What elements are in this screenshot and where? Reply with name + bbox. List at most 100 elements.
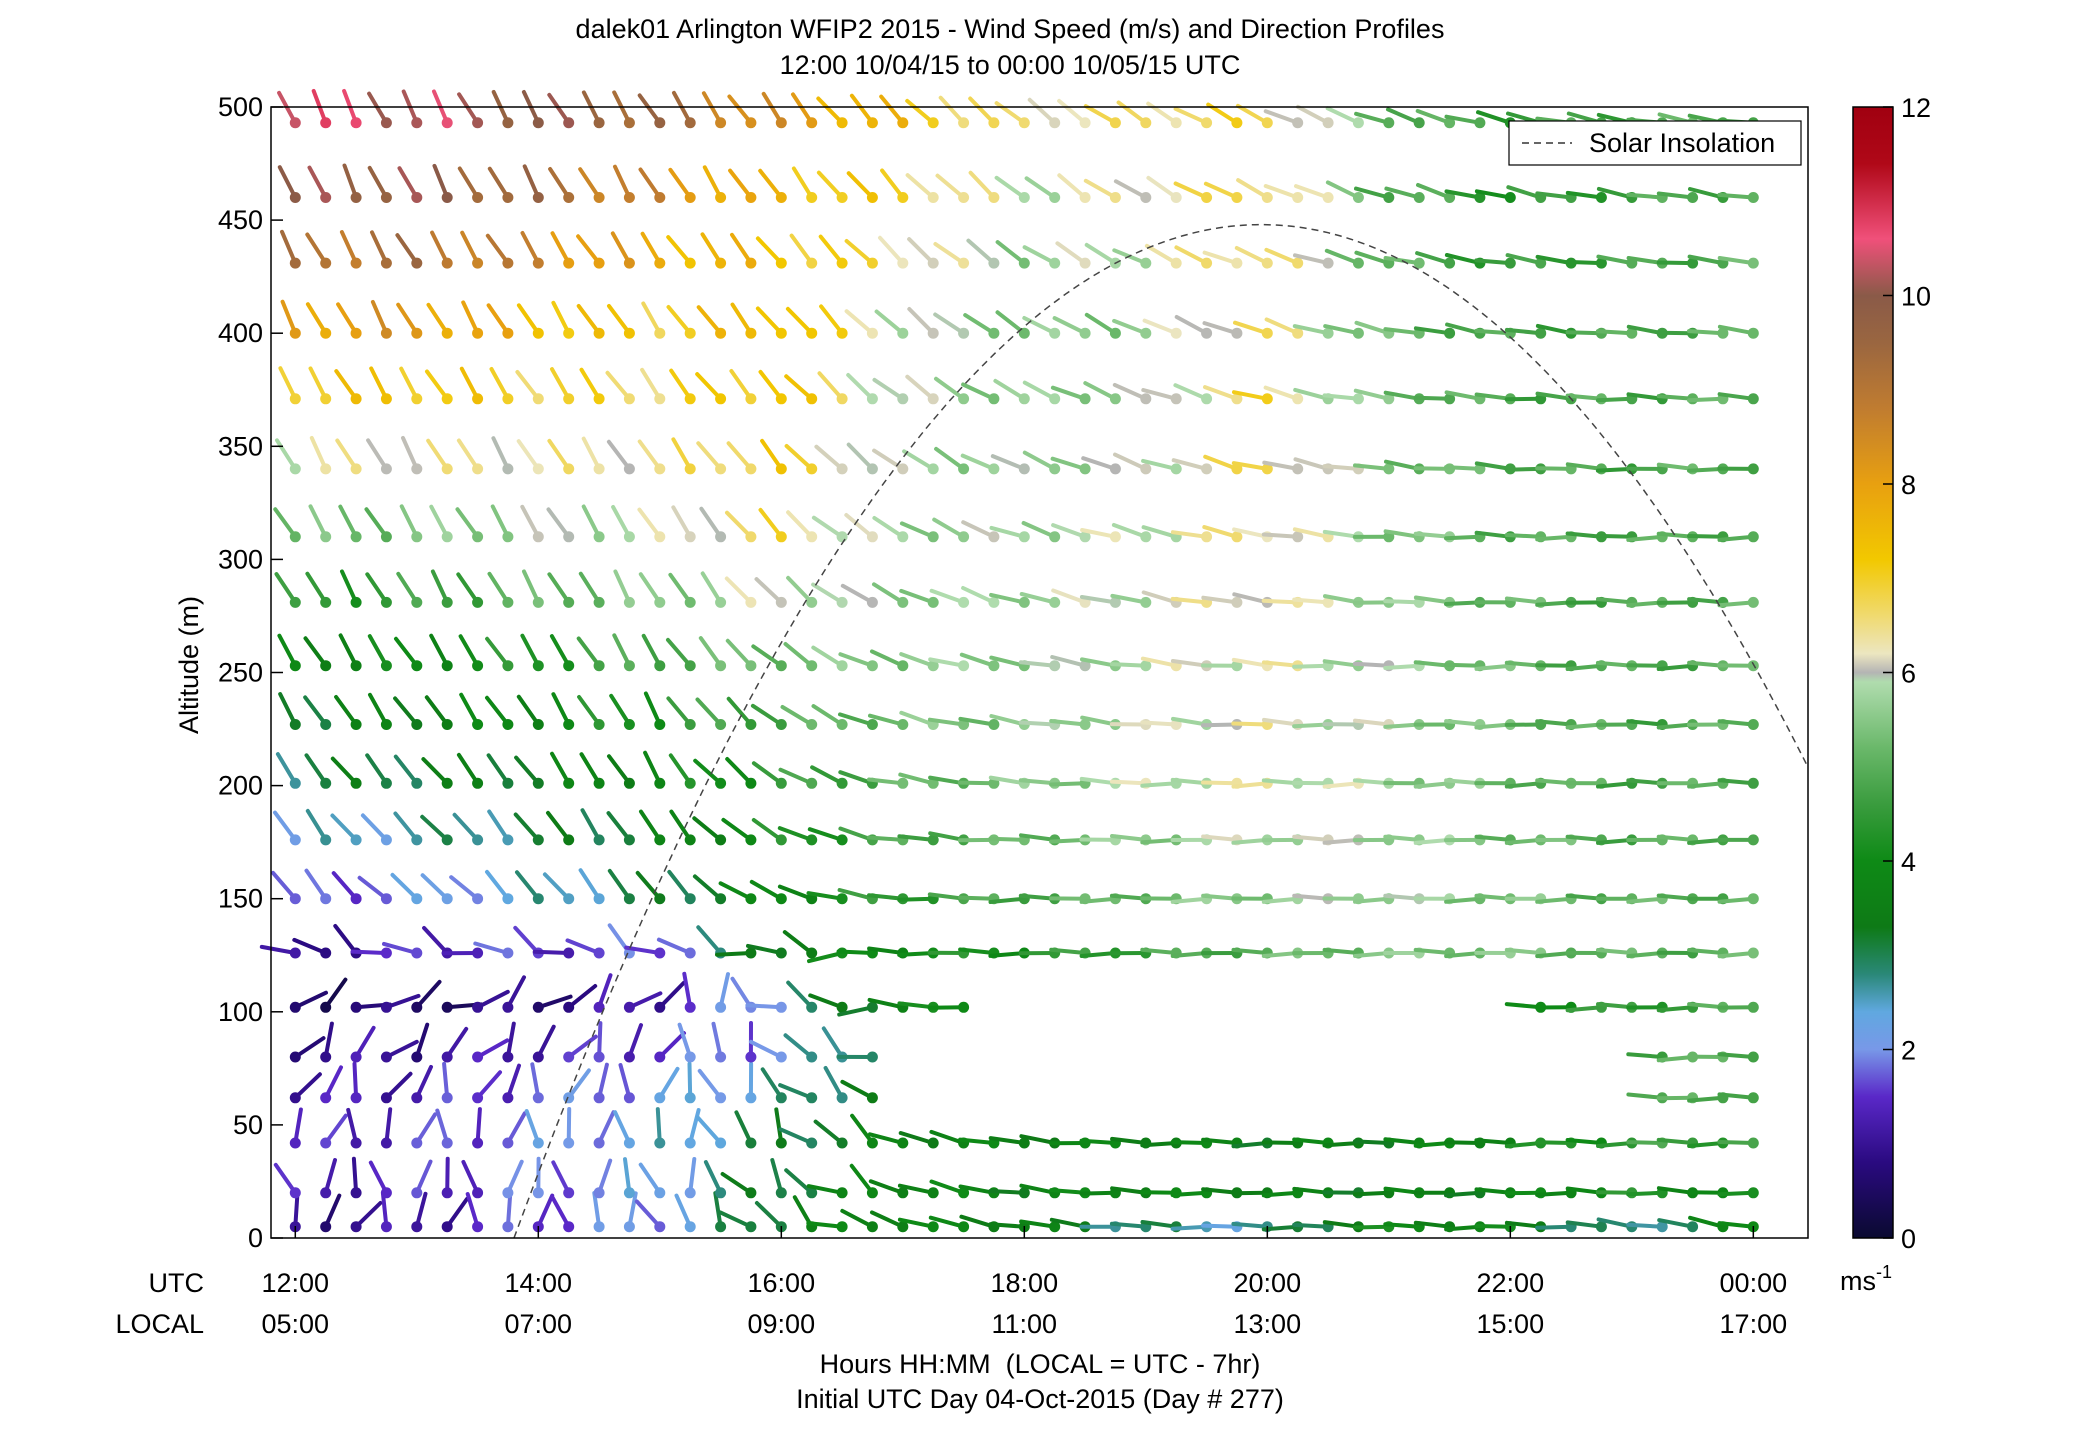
- wind-barb: [1176, 247, 1212, 268]
- wind-barb-dot: [1171, 258, 1182, 269]
- wind-barb: [423, 759, 452, 789]
- wind-barb: [282, 232, 301, 269]
- wind-barb-dot: [533, 117, 544, 128]
- wind-barb: [814, 706, 848, 730]
- wind-barb-dot: [472, 117, 483, 128]
- wind-barb-dot: [776, 328, 787, 339]
- wind-barb-dot: [837, 778, 848, 789]
- wind-barb-dot: [1323, 258, 1334, 269]
- wind-barb-dot: [654, 778, 665, 789]
- wind-barb: [411, 1114, 435, 1148]
- wind-barb-dot: [472, 719, 483, 730]
- wind-barb-dot: [290, 778, 301, 789]
- wind-barb-dot: [624, 660, 635, 671]
- wind-barb-dot: [988, 719, 999, 730]
- wind-barb-dot: [1080, 328, 1091, 339]
- wind-barb-dot: [958, 192, 969, 203]
- wind-barb-dot: [502, 328, 513, 339]
- wind-barb: [882, 171, 908, 204]
- wind-barb: [519, 305, 544, 338]
- wind-barb-dot: [958, 117, 969, 128]
- wind-barb: [371, 368, 392, 404]
- wind-barb: [468, 1194, 483, 1232]
- wind-barb-dot: [1171, 463, 1182, 474]
- wind-barb: [642, 370, 665, 405]
- wind-barb: [549, 441, 574, 475]
- wind-barb: [594, 975, 611, 1013]
- wind-barb-dot: [1049, 531, 1060, 542]
- wind-barb-dot: [1748, 1002, 1759, 1013]
- wind-barb-dot: [988, 258, 999, 269]
- wind-barb-dot: [1019, 117, 1030, 128]
- wind-barb-dot: [776, 463, 787, 474]
- wind-barb-dot: [776, 258, 787, 269]
- wind-barb: [550, 169, 574, 203]
- wind-barb-dot: [1748, 1092, 1759, 1103]
- wind-barb: [674, 93, 696, 128]
- wind-barb-dot: [411, 1052, 422, 1063]
- wind-barb-dot: [745, 1092, 756, 1103]
- wind-barb-dot: [867, 531, 878, 542]
- wind-barb: [334, 873, 362, 904]
- legend-box: Solar Insolation: [1509, 121, 1801, 165]
- wind-barb-dot: [715, 258, 726, 269]
- wind-barb-dot: [958, 328, 969, 339]
- wind-barb: [582, 370, 605, 405]
- wind-barb: [459, 94, 483, 128]
- wind-barb: [522, 636, 543, 672]
- wind-barb-dot: [320, 834, 331, 845]
- wind-barb: [613, 507, 635, 542]
- wind-barb-dot: [776, 893, 787, 904]
- wind-barb: [516, 815, 544, 846]
- wind-barb-dot: [320, 1002, 331, 1013]
- wind-barb-dot: [563, 328, 574, 339]
- wind-barb-dot: [1353, 328, 1364, 339]
- wind-barb: [398, 305, 422, 339]
- wind-barb-dot: [745, 117, 756, 128]
- wind-barb-dot: [411, 778, 422, 789]
- wind-barb-dot: [1019, 463, 1030, 474]
- wind-barb-dot: [594, 531, 605, 542]
- wind-barb-dot: [594, 893, 605, 904]
- wind-barb-dot: [1292, 531, 1303, 542]
- wind-barb: [545, 874, 574, 904]
- wind-barb: [706, 1162, 726, 1198]
- wind-barb-dot: [654, 463, 665, 474]
- wind-barb: [614, 635, 635, 671]
- wind-barb-dot: [290, 463, 301, 474]
- wind-barb: [442, 1199, 467, 1232]
- wind-barb-dot: [867, 1052, 878, 1063]
- wind-barb: [523, 233, 544, 269]
- x-tick-label-local: 05:00: [262, 1309, 330, 1339]
- colorbar-tick-label: 8: [1901, 470, 1916, 500]
- wind-barb: [1328, 108, 1364, 128]
- wind-barb-dot: [806, 192, 817, 203]
- wind-barb-dot: [654, 117, 665, 128]
- wind-barb: [502, 1113, 524, 1148]
- wind-barb-dot: [1748, 1052, 1759, 1063]
- wind-barb-dot: [472, 1221, 483, 1232]
- wind-barb: [698, 700, 727, 731]
- wind-barb: [754, 820, 787, 845]
- wind-barb: [637, 1202, 665, 1233]
- wind-barb-dot: [563, 660, 574, 671]
- wind-barb-dot: [715, 463, 726, 474]
- wind-barb: [351, 1159, 362, 1199]
- wind-barb: [786, 376, 817, 404]
- wind-barb: [320, 1196, 339, 1233]
- wind-barb-dot: [533, 192, 544, 203]
- wind-barb: [645, 753, 665, 789]
- wind-barb: [563, 1037, 596, 1063]
- wind-barb: [351, 1064, 362, 1104]
- wind-barb: [594, 1065, 607, 1104]
- wind-barb: [816, 1122, 848, 1149]
- wind-barb: [584, 92, 605, 128]
- wind-barb-dot: [351, 531, 362, 542]
- wind-barb-dot: [715, 393, 726, 404]
- wind-barb: [609, 756, 635, 789]
- wind-barb: [308, 304, 331, 339]
- wind-barb-dot: [472, 531, 483, 542]
- wind-barb-dot: [563, 834, 574, 845]
- wind-barb-dot: [654, 1138, 665, 1149]
